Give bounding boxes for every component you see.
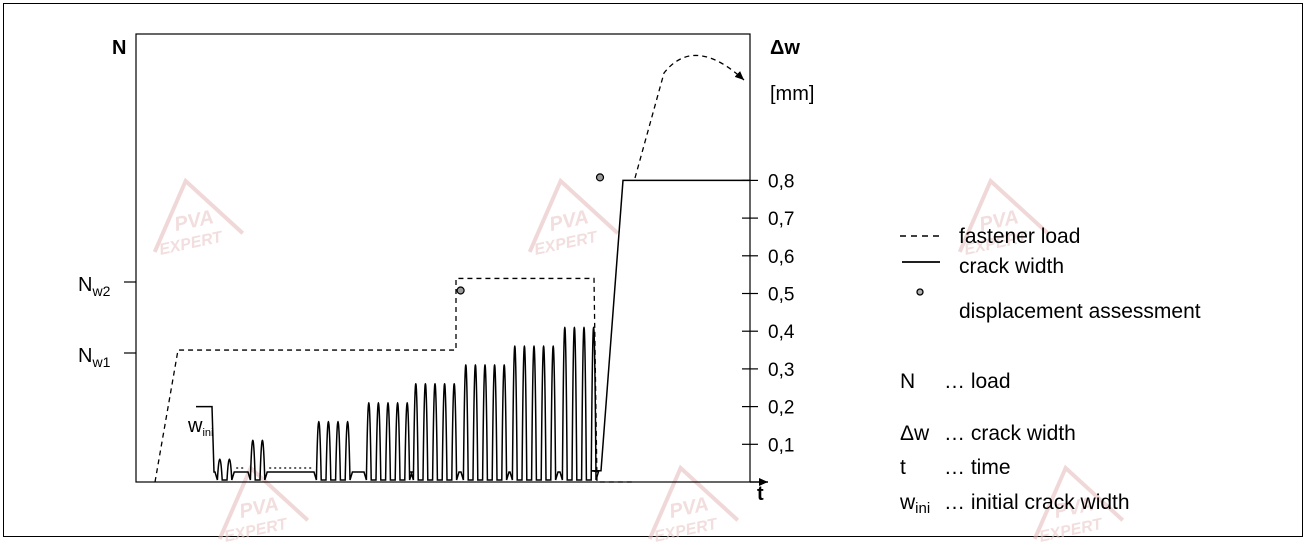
- right-tick-label-8: 0,1: [768, 435, 794, 456]
- legend-item-crack-width: crack width: [902, 255, 1064, 278]
- right-tick-label-2: 0,7: [768, 209, 794, 230]
- legend-label-fastener-load: fastener load: [959, 225, 1080, 248]
- wini-annotation: wini: [187, 415, 213, 439]
- svg-text:Δw: Δw: [900, 422, 930, 445]
- svg-text:EXPERT: EXPERT: [533, 229, 600, 259]
- svg-text:… load: … load: [944, 370, 1011, 393]
- svg-text:t: t: [900, 456, 906, 479]
- legend-symbol-dw: Δw … crack width: [900, 422, 1076, 445]
- legend: fastener load crack width displacement a…: [899, 225, 1201, 517]
- right-tick-label-6: 0,3: [768, 360, 794, 381]
- legend-symbol-wini: wini … initial crack width: [899, 491, 1130, 517]
- legend-item-displacement-assessment: displacement assessment: [917, 289, 1201, 323]
- right-axis-label: Δw: [770, 37, 800, 59]
- right-tick-label-3: 0,6: [768, 247, 794, 268]
- svg-text:… initial crack width: … initial crack width: [944, 491, 1130, 514]
- crack-width-line: [196, 180, 750, 480]
- assessment-marker-2: [597, 174, 604, 181]
- svg-text:EXPERT: EXPERT: [158, 229, 225, 259]
- left-tick-nw2: Nw2: [78, 274, 136, 299]
- right-tick-label-7: 0,2: [768, 398, 794, 419]
- left-tick-label-nw1: Nw1: [78, 345, 111, 370]
- svg-text:wini: wini: [899, 491, 930, 517]
- failure-load-curve: [635, 55, 744, 178]
- bottom-axis-label: t: [757, 483, 764, 505]
- left-axis-label: N: [112, 37, 126, 59]
- legend-symbol-n: N … load: [900, 370, 1011, 393]
- svg-text:… time: … time: [944, 456, 1011, 479]
- svg-text:N: N: [900, 370, 915, 393]
- right-axis-unit: [mm]: [770, 83, 814, 105]
- legend-symbol-t: t … time: [900, 456, 1011, 479]
- right-tick-label-5: 0,4: [768, 322, 795, 343]
- legend-item-fastener-load: fastener load: [900, 225, 1080, 248]
- left-tick-nw1: Nw1: [78, 345, 136, 370]
- legend-label-displacement-assessment: displacement assessment: [959, 300, 1201, 323]
- legend-label-crack-width: crack width: [959, 255, 1064, 278]
- assessment-marker-1: [457, 287, 464, 294]
- left-tick-label-nw2: Nw2: [78, 274, 111, 299]
- svg-text:… crack width: … crack width: [944, 422, 1076, 445]
- right-tick-label-1: 0,8: [768, 171, 794, 192]
- right-tick-label-4: 0,5: [768, 285, 794, 306]
